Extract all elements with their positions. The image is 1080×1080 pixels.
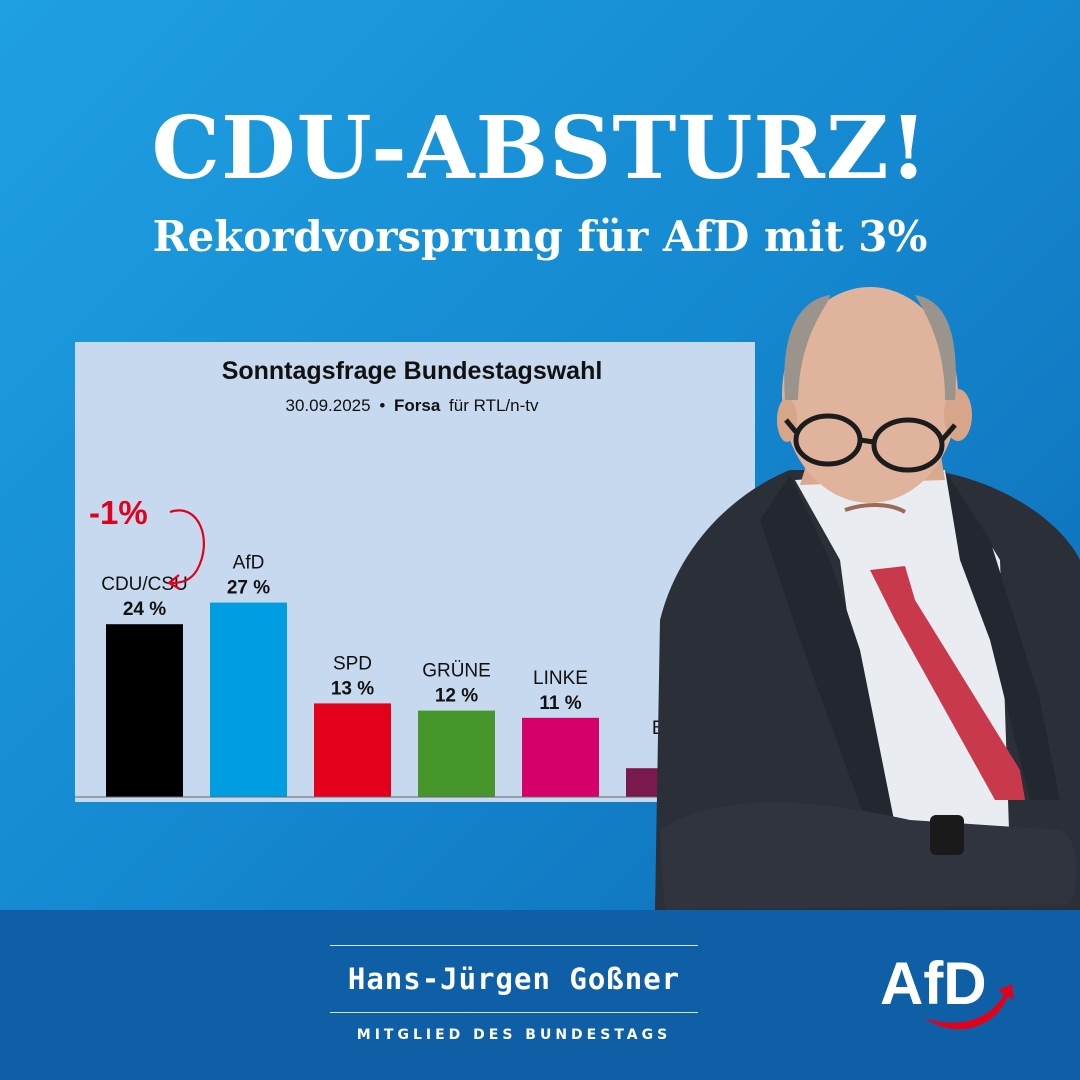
watch-icon bbox=[930, 815, 964, 855]
glasses-icon bbox=[784, 413, 957, 473]
bar-cdu-csu bbox=[106, 624, 183, 797]
chart-subtitle: 30.09.2025 • Forsa für RTL/n-tv bbox=[286, 396, 539, 415]
lapel-right bbox=[945, 470, 1060, 800]
mdb-name: Hans-Jürgen Goßner bbox=[347, 962, 681, 996]
headline-title: CDU-ABSTURZ! bbox=[151, 98, 929, 199]
chart-subtitle-client: für RTL/n-tv bbox=[449, 396, 539, 415]
bar-afd bbox=[210, 602, 287, 797]
footer-rule-top bbox=[330, 945, 698, 946]
change-annotation-label: -1% bbox=[89, 494, 148, 531]
value-label: 11 % bbox=[539, 693, 581, 714]
value-label: 12 % bbox=[435, 686, 478, 707]
tie-icon bbox=[870, 566, 1025, 800]
bar-gr-ne bbox=[418, 710, 495, 797]
mdb-title: MITGLIED DES BUNDESTAGS bbox=[356, 1027, 672, 1043]
politician-portrait-icon bbox=[655, 287, 1080, 910]
bar-linke bbox=[522, 717, 599, 797]
category-label: SPD bbox=[333, 653, 372, 674]
shirt bbox=[795, 470, 1010, 860]
value-label: 27 % bbox=[227, 578, 270, 599]
lapel-left bbox=[760, 475, 900, 860]
headline-subtitle: Rekordvorsprung für AfD mit 3% bbox=[152, 212, 928, 261]
value-label: 13 % bbox=[331, 678, 374, 699]
chart-subtitle-pollster: Forsa bbox=[394, 396, 441, 415]
afd-logo: AfD bbox=[880, 950, 1014, 1030]
crossed-arms bbox=[660, 802, 1077, 910]
chart-panel bbox=[75, 342, 755, 802]
curved-arrow-icon bbox=[169, 509, 205, 585]
arrow-head-icon bbox=[167, 574, 181, 590]
bar-group: CDU/CSU 24 % AfD 27 % SPD 13 % GRÜNE 12 % LINKE 1… bbox=[101, 553, 703, 797]
category-label: CDU/CSU bbox=[101, 574, 188, 595]
footer-rule-bottom bbox=[330, 1012, 698, 1013]
category-label: AfD bbox=[233, 553, 265, 574]
mouth bbox=[844, 503, 907, 514]
chart-subtitle-separator: • bbox=[379, 396, 385, 415]
value-label: 24 % bbox=[123, 599, 166, 620]
afd-logo-text: AfD bbox=[880, 950, 987, 1017]
bar-spd bbox=[314, 703, 391, 797]
poll-bar-chart: Sonntagsfrage Bundestagswahl 30.09.2025 … bbox=[75, 357, 755, 798]
afd-logo-swoosh-icon bbox=[924, 984, 1014, 1030]
category-label: GRÜNE bbox=[422, 661, 491, 682]
category-label: LINKE bbox=[533, 668, 588, 689]
head bbox=[782, 287, 958, 503]
footer-bar bbox=[0, 910, 1080, 1080]
chart-title: Sonntagsfrage Bundestagswahl bbox=[222, 357, 603, 385]
chart-subtitle-date: 30.09.2025 bbox=[286, 396, 371, 415]
